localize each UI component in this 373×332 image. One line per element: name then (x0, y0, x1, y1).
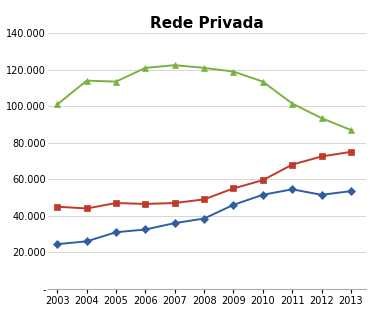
Horista (114, 230, 118, 234)
Horista (290, 187, 294, 191)
Integral (114, 201, 118, 205)
Parcial (319, 116, 324, 120)
Integral (319, 154, 324, 158)
Integral (172, 201, 177, 205)
Integral (84, 207, 89, 210)
Integral (202, 197, 206, 201)
Parcial (143, 66, 148, 70)
Integral (55, 205, 60, 208)
Parcial (114, 80, 118, 84)
Parcial (172, 63, 177, 67)
Line: Horista: Horista (54, 187, 354, 247)
Parcial (84, 79, 89, 83)
Horista (231, 203, 236, 207)
Integral (231, 186, 236, 190)
Integral (143, 202, 148, 206)
Integral (290, 163, 294, 167)
Parcial (231, 69, 236, 73)
Parcial (202, 66, 206, 70)
Line: Integral: Integral (54, 149, 354, 211)
Parcial (261, 80, 265, 84)
Horista (55, 242, 60, 246)
Horista (319, 193, 324, 197)
Horista (143, 227, 148, 231)
Integral (261, 178, 265, 182)
Integral (349, 150, 353, 154)
Line: Parcial: Parcial (54, 62, 354, 133)
Parcial (55, 102, 60, 106)
Horista (84, 239, 89, 243)
Horista (349, 189, 353, 193)
Title: Rede Privada: Rede Privada (150, 16, 264, 31)
Horista (261, 193, 265, 197)
Parcial (349, 128, 353, 132)
Parcial (290, 102, 294, 106)
Horista (172, 221, 177, 225)
Horista (202, 216, 206, 220)
